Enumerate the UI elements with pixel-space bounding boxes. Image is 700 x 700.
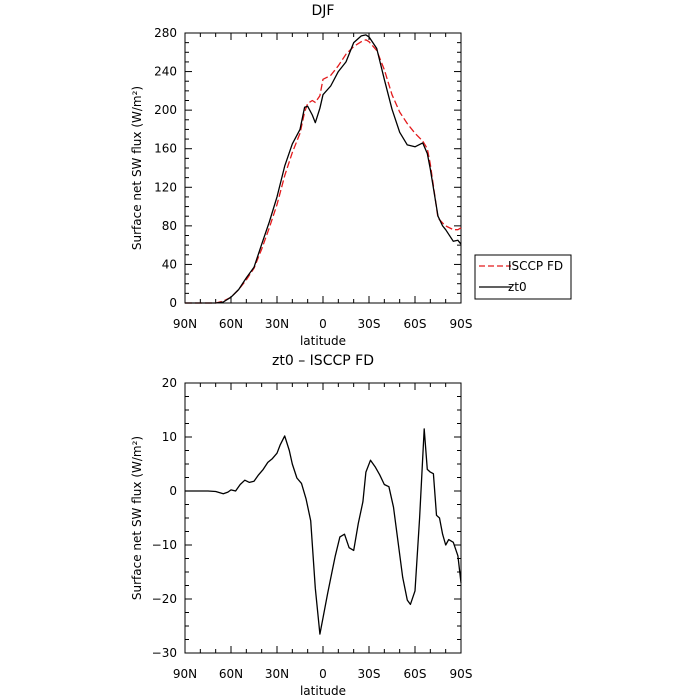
panel0-ytick-label: 0 <box>169 296 177 310</box>
panel0-xtick-label: 90N <box>173 317 197 331</box>
panel1-ytick-label: −30 <box>152 646 177 660</box>
panel0-xtick-label: 60S <box>404 317 427 331</box>
panel1-xtick-label: 30N <box>265 667 289 681</box>
panel0-ytick-label: 280 <box>154 26 177 40</box>
panel1-ytick-label: 10 <box>162 430 177 444</box>
legend-label-isccp: ISCCP FD <box>508 259 563 273</box>
panel0-y-axis-label: Surface net SW flux (W/m²) <box>130 86 144 250</box>
panel1-xtick-label: 90N <box>173 667 197 681</box>
panel0-ytick-label: 120 <box>154 180 177 194</box>
panel1-ytick-label: −10 <box>152 538 177 552</box>
panel1-ytick-label: 20 <box>162 376 177 390</box>
panel1-x-axis-label: latitude <box>300 684 346 698</box>
top-panel: DJF 0 40 80 120 160 200 240 280 90N 60N 30N 0 30S 60S 9… <box>130 3 472 348</box>
panel1-xtick-label: 0 <box>319 667 327 681</box>
panel0-series-isccp-fd <box>185 39 462 304</box>
bottom-panel: zt0 – ISCCP FD −30 −20 −10 0 10 20 90N 60N 30N 0 30… <box>130 353 472 698</box>
legend: ISCCP FD zt0 <box>474 254 572 300</box>
panel0-ytick-label: 80 <box>162 219 177 233</box>
panel1-title: zt0 – ISCCP FD <box>272 353 374 369</box>
panel1-xtick-label: 90S <box>450 667 473 681</box>
legend-label-zt0: zt0 <box>508 280 527 294</box>
panel0-xtick-label: 30S <box>358 317 381 331</box>
panel0-plot-frame <box>184 32 462 304</box>
panel0-x-axis-label: latitude <box>300 334 346 348</box>
panel1-xtick-label: 60N <box>219 667 243 681</box>
panel1-ytick-label: 0 <box>169 484 177 498</box>
panel0-xtick-label: 90S <box>450 317 473 331</box>
panel0-title: DJF <box>312 3 335 19</box>
panel1-xtick-label: 60S <box>404 667 427 681</box>
panel0-xtick-label: 60N <box>219 317 243 331</box>
panel1-ytick-label: −20 <box>152 592 177 606</box>
panel0-ytick-label: 160 <box>154 142 177 156</box>
legend-box <box>474 254 572 300</box>
panel1-series-line-0 <box>185 428 462 635</box>
panel0-ytick-label: 200 <box>154 103 177 117</box>
panel0-xtick-label: 30N <box>265 317 289 331</box>
panel0-series-zt0 <box>185 34 462 304</box>
panel1-xtick-label: 30S <box>358 667 381 681</box>
panel0-ytick-label: 240 <box>154 65 177 79</box>
panel0-ytick-label: 40 <box>162 257 177 271</box>
panel1-y-axis-label: Surface net SW flux (W/m²) <box>130 436 144 600</box>
panel0-xtick-label: 0 <box>319 317 327 331</box>
